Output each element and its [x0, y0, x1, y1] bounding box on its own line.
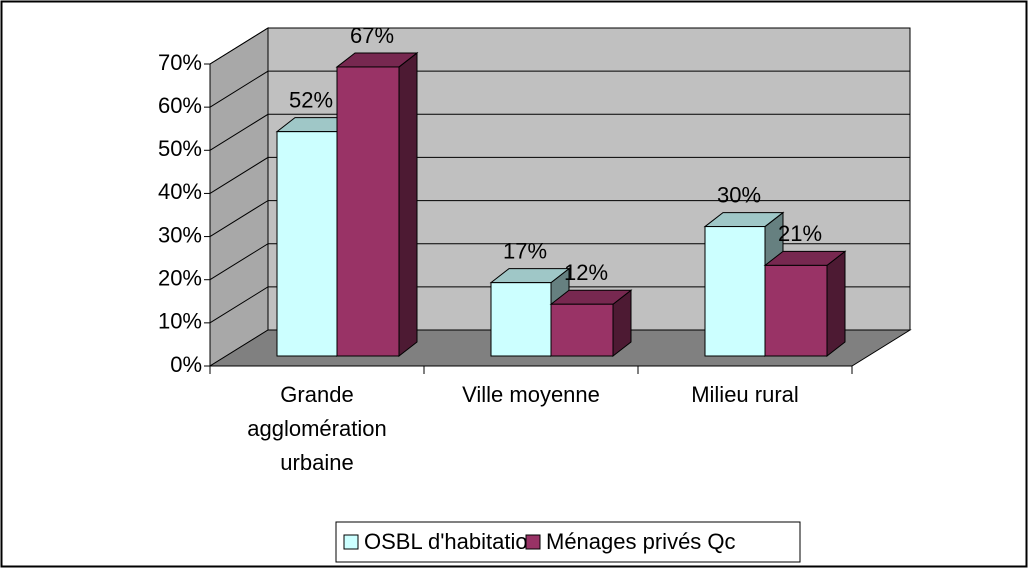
bar: [276, 131, 338, 357]
grid-line: [209, 156, 910, 194]
y-tick-label: 0%: [170, 352, 202, 377]
y-tick-label: 40%: [158, 179, 202, 204]
bar: [764, 264, 828, 357]
data-label: 21%: [778, 221, 822, 246]
bars: [275, 51, 847, 358]
y-tick-label: 70%: [158, 50, 202, 75]
data-label: 67%: [350, 23, 394, 48]
x-tick-label: Ville moyenne: [462, 382, 600, 407]
data-label: 30%: [717, 182, 761, 207]
data-label: 17%: [503, 238, 547, 263]
y-tick-label: 20%: [158, 266, 202, 291]
legend-items: OSBL d'habitation Ménages privés Qc: [343, 529, 736, 554]
y-tick-label: 60%: [158, 93, 202, 118]
legend-swatch: [525, 534, 541, 550]
legend: [335, 521, 801, 563]
bar-side: [826, 250, 846, 358]
legend-swatch: [343, 534, 359, 550]
bar: [336, 66, 400, 357]
bar: [550, 303, 614, 357]
data-label: 12%: [564, 260, 608, 285]
bar: [490, 282, 552, 357]
side-wall: [209, 27, 269, 367]
grid-line: [209, 286, 910, 324]
y-tick-label: 50%: [158, 136, 202, 161]
legend-label: OSBL d'habitation: [364, 529, 540, 554]
data-label: 52%: [289, 87, 333, 112]
y-tick-label: 30%: [158, 222, 202, 247]
bar: [704, 226, 766, 357]
grid: [209, 27, 910, 324]
grid-line: [209, 243, 910, 281]
grid-line: [209, 70, 910, 108]
x-tick-label: Milieu rural: [691, 382, 799, 407]
grid-line: [209, 113, 910, 151]
legend-label: Ménages privés Qc: [546, 529, 736, 554]
bar-side: [398, 51, 418, 358]
x-tick-label: Grande agglomération urbaine: [247, 382, 387, 475]
grid-line: [209, 200, 910, 237]
grid-line: [209, 27, 910, 65]
y-tick-label: 10%: [158, 309, 202, 334]
